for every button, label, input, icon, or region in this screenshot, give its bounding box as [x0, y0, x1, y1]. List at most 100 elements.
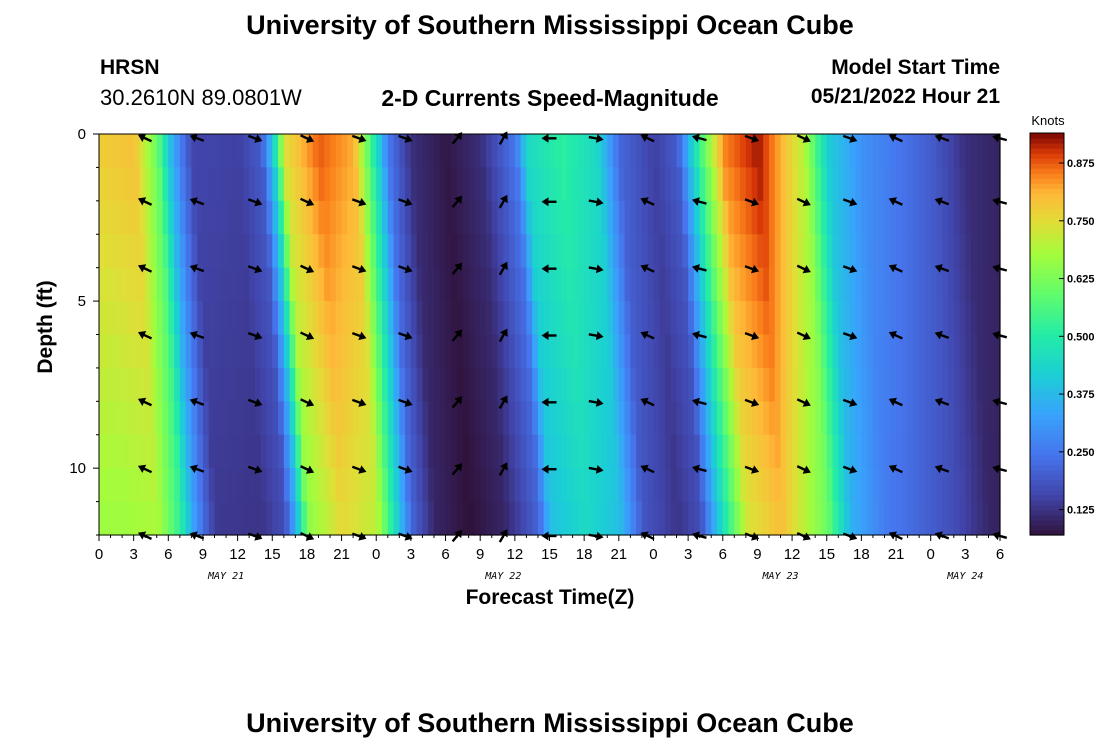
heatmap-cell [405, 468, 412, 503]
heatmap-cell [693, 401, 701, 436]
heatmap-cell [936, 301, 943, 336]
heatmap-cell [509, 301, 516, 336]
heatmap-cell [283, 234, 291, 269]
heatmap-cell [641, 200, 649, 235]
current-arrow [189, 197, 205, 206]
heatmap-cell [480, 167, 487, 202]
heatmap-cell [156, 367, 164, 402]
heatmap-cell [179, 468, 187, 503]
heatmap-cell [797, 367, 805, 402]
heatmap-cell [595, 334, 603, 369]
heatmap-cell [838, 468, 845, 503]
heatmap-cell [364, 167, 372, 202]
heatmap-cell [382, 301, 389, 336]
heatmap-cell [907, 468, 914, 503]
heatmap-cell [433, 134, 441, 169]
heatmap-cell [867, 367, 874, 402]
heatmap-cell [208, 301, 216, 336]
x-tick-label: 18 [576, 546, 593, 563]
heatmap-cell [624, 301, 631, 336]
heatmap-cell [405, 301, 412, 336]
heatmap-cell [768, 501, 776, 536]
heatmap-cell [595, 200, 603, 235]
heatmap-cell [976, 234, 984, 269]
heatmap-cell [451, 434, 458, 469]
heatmap-cell [976, 501, 984, 536]
heatmap-cell [624, 468, 631, 503]
current-arrow [691, 330, 707, 340]
heatmap-cell [884, 200, 891, 235]
heatmap-cell [145, 367, 152, 402]
heatmap-cell [601, 468, 608, 503]
heatmap-cell [116, 200, 123, 235]
heatmap-cell [607, 267, 614, 302]
heatmap-cell [376, 301, 383, 336]
footer-title: University of Southern Mississippi Ocean… [246, 708, 854, 738]
heatmap-cell [971, 234, 978, 269]
heatmap-cell [861, 434, 868, 469]
heatmap-cell [884, 401, 891, 436]
current-arrow [640, 330, 655, 340]
heatmap-cell [936, 134, 943, 169]
heatmap-cell [774, 468, 782, 503]
current-arrow [451, 195, 463, 208]
heatmap-cell [965, 301, 972, 336]
heatmap-cell [976, 267, 984, 302]
heatmap-cell [566, 334, 574, 369]
heatmap-cell [688, 401, 695, 436]
heatmap-cell [618, 501, 626, 536]
heatmap-cell [815, 234, 822, 269]
heatmap-cell [601, 334, 608, 369]
heatmap-cell [872, 134, 880, 169]
heatmap-cell [924, 434, 932, 469]
heatmap-cell [457, 367, 464, 402]
heatmap-cell [624, 134, 631, 169]
heatmap-cell [693, 367, 701, 402]
heatmap-cell [641, 301, 649, 336]
heatmap-cell [526, 267, 533, 302]
heatmap-cell [878, 367, 886, 402]
heatmap-cell [884, 134, 891, 169]
heatmap-cell [174, 334, 181, 369]
current-arrow [744, 134, 760, 143]
heatmap-cell [399, 468, 406, 503]
heatmap-cell [104, 501, 112, 536]
heatmap-cell [705, 501, 712, 536]
heatmap-cell [988, 167, 995, 202]
heatmap-cell [716, 434, 724, 469]
current-arrow [300, 465, 315, 474]
heatmap-cell [376, 200, 383, 235]
heatmap-cell [872, 367, 880, 402]
heatmap-cell [260, 200, 268, 235]
heatmap-cell [797, 167, 805, 202]
heatmap-cell [174, 167, 181, 202]
heatmap-cell [861, 334, 868, 369]
heatmap-cell [913, 501, 920, 536]
current-arrow [842, 465, 858, 474]
colorbar-segment [1030, 303, 1064, 310]
heatmap-cell [168, 468, 175, 503]
heatmap-cell [110, 367, 117, 402]
heatmap-cell [948, 234, 955, 269]
heatmap-cell [953, 200, 961, 235]
heatmap-cell [330, 334, 337, 369]
heatmap-cell [971, 267, 978, 302]
heatmap-cell [722, 501, 730, 536]
heatmap-cell [953, 301, 961, 336]
heatmap-cell [162, 334, 169, 369]
heatmap-cell [549, 234, 556, 269]
heatmap-cell [820, 167, 828, 202]
heatmap-cell [768, 134, 776, 169]
colorbar-segment [1030, 323, 1064, 330]
current-arrows [137, 131, 1008, 543]
heatmap-cell [433, 367, 441, 402]
heatmap-cell [901, 200, 909, 235]
heatmap-cell [197, 267, 204, 302]
heatmap-cell [763, 501, 770, 536]
heatmap-cell [641, 267, 649, 302]
heatmap-cell [462, 167, 470, 202]
heatmap-cell [289, 134, 296, 169]
current-arrow [398, 264, 413, 274]
heatmap-cell [330, 401, 337, 436]
heatmap-cell [867, 501, 874, 536]
